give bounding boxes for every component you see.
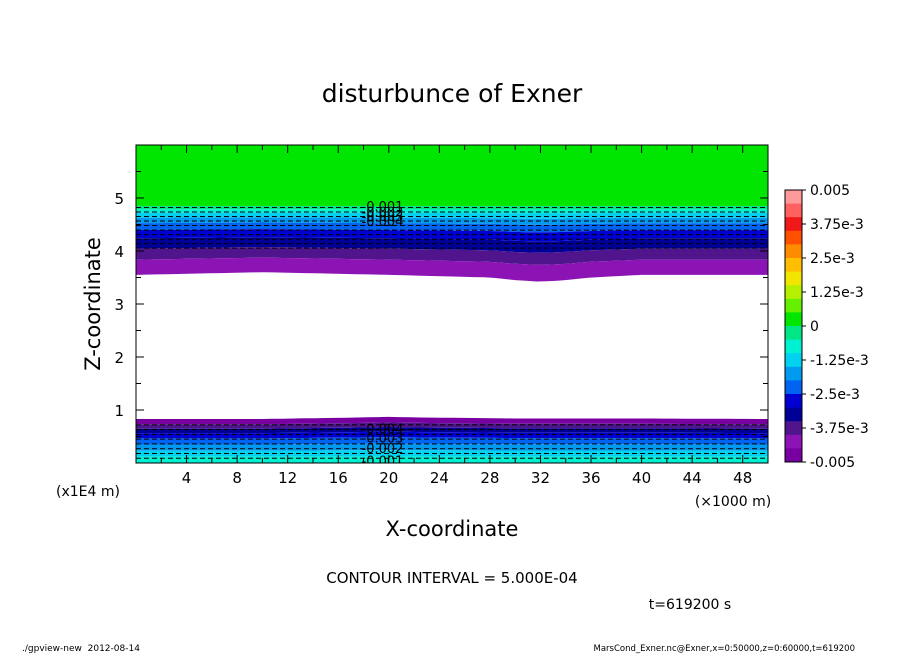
contour-label: -0.001 xyxy=(362,454,404,469)
x-tick-label: 4 xyxy=(182,469,192,487)
colorbar xyxy=(784,189,803,463)
x-axis: 4 8 12 16 20 24 28 32 36 40 44 48 xyxy=(160,145,752,487)
colorbar-swatch xyxy=(785,380,802,395)
x-tick-label: 48 xyxy=(733,469,752,487)
colorbar-label: 0.005 xyxy=(810,183,850,199)
y-tick-label: 5 xyxy=(114,190,124,208)
contour-label: -0.002 xyxy=(362,205,404,220)
colorbar-swatch xyxy=(785,353,802,368)
colorbar-label: 2.5e-3 xyxy=(810,251,855,267)
upper-contour-band xyxy=(136,145,768,282)
band-fill xyxy=(136,212,768,219)
contour-labels: -0.001-0.002-0.003-0.004-0.004-0.003-0.0… xyxy=(362,200,404,469)
x-tick-label: 12 xyxy=(278,469,297,487)
colorbar-swatch xyxy=(785,366,802,381)
band-fill xyxy=(136,247,768,265)
colorbar-label: 1.25e-3 xyxy=(810,285,864,301)
colorbar-label: -1.25e-3 xyxy=(810,353,869,369)
y-axis: 1 2 3 4 5 xyxy=(114,171,768,437)
chart-title: disturbunce of Exner xyxy=(322,79,583,108)
colorbar-labels: 0.005 3.75e-3 2.5e-3 1.25e-3 0 -1.25e-3 -2.5e-… xyxy=(802,183,869,471)
colorbar-swatch xyxy=(785,258,802,272)
contour-label: -0.003 xyxy=(362,210,404,225)
band-fill xyxy=(136,431,768,439)
colorbar-swatch xyxy=(785,339,802,354)
x-tick-label: 24 xyxy=(430,469,449,487)
band-fill xyxy=(136,443,768,451)
band-fill xyxy=(136,229,768,242)
x-tick-label: 8 xyxy=(232,469,242,487)
band-fill xyxy=(136,416,768,425)
colorbar-swatch xyxy=(785,394,802,408)
y-tick-label: 3 xyxy=(114,296,124,314)
band-fill xyxy=(136,237,768,253)
x-unit-label: (×1000 m) xyxy=(695,494,771,510)
contour-label: -0.004 xyxy=(362,423,404,438)
colorbar-swatch xyxy=(785,407,802,422)
x-tick-label: 44 xyxy=(683,469,702,487)
plot-area: -0.001-0.002-0.003-0.004-0.004-0.003-0.0… xyxy=(136,145,768,469)
colorbar-swatch xyxy=(785,244,802,259)
band-fill xyxy=(136,422,768,429)
y-tick-label: 1 xyxy=(114,402,124,420)
colorbar-swatch xyxy=(785,285,802,300)
band-fill xyxy=(136,456,768,463)
x-tick-label: 16 xyxy=(329,469,348,487)
contour-lines xyxy=(136,207,768,459)
colorbar-swatch xyxy=(785,217,802,232)
x-tick-label: 20 xyxy=(379,469,398,487)
footer-right: MarsCond_Exner.nc@Exner,x=0:50000,z=0:60… xyxy=(593,644,855,654)
y-unit-label: (x1E4 m) xyxy=(56,484,120,500)
colorbar-swatch xyxy=(785,271,802,286)
contour-label: -0.001 xyxy=(362,200,404,215)
time-label: t=619200 s xyxy=(649,597,731,613)
colorbar-swatch xyxy=(785,434,802,449)
footer-left: ./gpview-new 2012-08-14 xyxy=(22,644,140,654)
x-tick-label: 36 xyxy=(581,469,600,487)
colorbar-swatch xyxy=(785,421,802,436)
colorbar-swatch xyxy=(785,230,802,245)
x-axis-label: X-coordinate xyxy=(386,517,519,541)
colorbar-label: -3.75e-3 xyxy=(810,421,869,437)
colorbar-swatch xyxy=(785,298,802,313)
contour-interval-text: CONTOUR INTERVAL = 5.000E-04 xyxy=(326,569,577,587)
colorbar-swatch xyxy=(785,312,802,327)
colorbar-label: 3.75e-3 xyxy=(810,217,864,233)
x-tick-label: 32 xyxy=(531,469,550,487)
colorbar-label: 0 xyxy=(810,319,819,335)
band-fill xyxy=(136,145,768,206)
colorbar-swatch xyxy=(785,448,802,463)
contour-label: -0.002 xyxy=(362,442,404,457)
band-fill xyxy=(136,257,768,282)
x-tick-label: 28 xyxy=(480,469,499,487)
lower-contour-band xyxy=(136,416,768,463)
y-axis-label: Z-coordinate xyxy=(81,237,105,371)
colorbar-swatch xyxy=(785,190,802,204)
colorbar-swatch xyxy=(785,326,802,340)
colorbar-label: -0.005 xyxy=(810,455,855,471)
y-tick-label: 2 xyxy=(114,349,124,367)
colorbar-label: -2.5e-3 xyxy=(810,387,860,403)
x-tick-label: 40 xyxy=(632,469,651,487)
contour-label: -0.004 xyxy=(362,215,404,230)
contour-label: -0.003 xyxy=(362,432,404,447)
y-tick-label: 4 xyxy=(114,243,124,261)
colorbar-swatch xyxy=(785,203,802,218)
